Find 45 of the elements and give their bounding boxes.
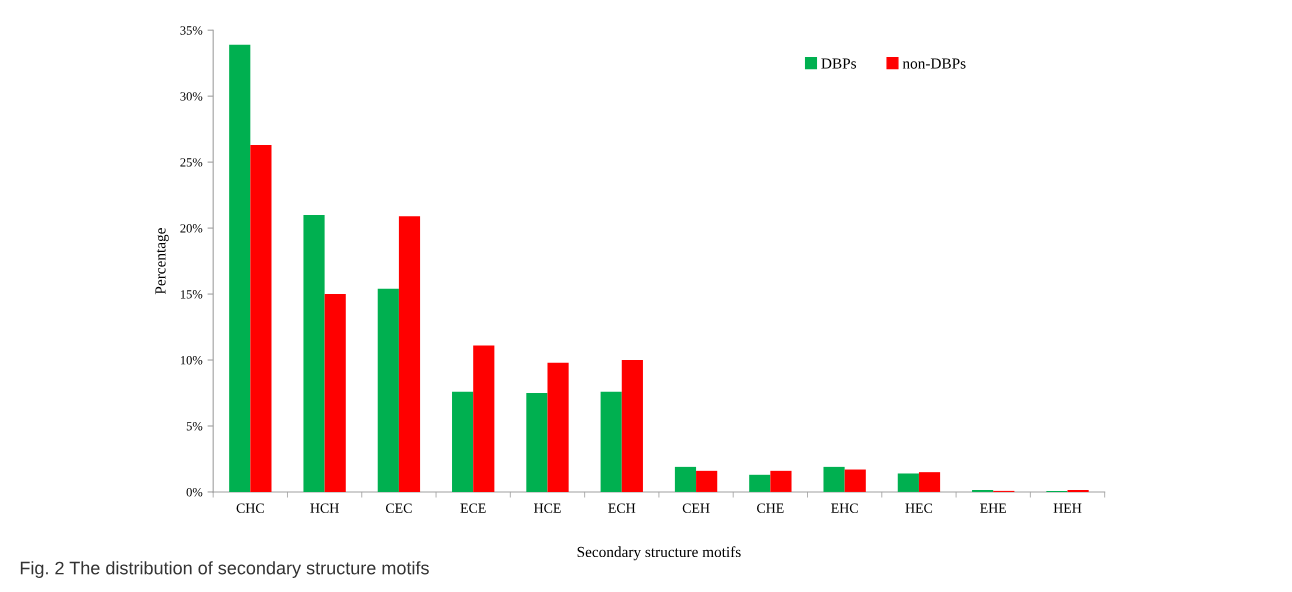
- x-tick-label: CHC: [236, 503, 264, 513]
- x-tick-label: EHC: [831, 503, 858, 513]
- x-tick-label: HCH: [310, 503, 339, 513]
- bar: [823, 466, 845, 492]
- bar: [600, 391, 622, 492]
- y-tick-label: 20%: [180, 224, 203, 233]
- y-tick-label: 25%: [180, 158, 203, 167]
- y-tick-label: 10%: [180, 356, 203, 365]
- bar: [229, 44, 251, 492]
- x-tick-label: CEH: [682, 503, 710, 513]
- bar: [398, 216, 421, 492]
- bar: [897, 473, 919, 492]
- legend-label: non-DBPs: [902, 58, 966, 69]
- y-tick-label: 30%: [180, 92, 203, 101]
- bar: [303, 214, 325, 492]
- bar: [844, 469, 866, 492]
- bar: [250, 144, 272, 492]
- bar: [526, 393, 548, 492]
- bar: [547, 362, 569, 492]
- y-axis-title: Percentage: [155, 228, 169, 295]
- x-tick-label: CHE: [757, 503, 784, 513]
- bar: [452, 391, 474, 492]
- x-tick-label: EHE: [980, 503, 1007, 513]
- y-tick-label: 15%: [180, 290, 203, 299]
- y-tick-label: 35%: [180, 26, 203, 35]
- bar: [918, 472, 941, 492]
- bar: [377, 288, 399, 492]
- bar: [473, 345, 495, 492]
- x-tick-label: ECE: [460, 503, 486, 513]
- x-tick-label: HEH: [1053, 503, 1082, 513]
- bar: [621, 360, 643, 492]
- bar: [749, 474, 771, 492]
- x-axis-title: Secondary structure motifs: [577, 546, 741, 561]
- bar: [674, 466, 697, 492]
- x-tick-label: HCE: [534, 503, 561, 513]
- bar: [770, 470, 792, 492]
- bar: [324, 294, 346, 492]
- x-tick-label: HEC: [905, 503, 933, 513]
- x-tick-label: CEC: [385, 503, 412, 513]
- y-tick-label: 5%: [186, 422, 203, 431]
- caption: Fig. 2 The distribution of secondary structure motifs: [20, 561, 429, 578]
- legend-label: DBPs: [821, 58, 857, 69]
- y-tick-label: 0%: [186, 487, 203, 497]
- x-tick-label: ECH: [608, 503, 636, 513]
- bar: [696, 470, 718, 492]
